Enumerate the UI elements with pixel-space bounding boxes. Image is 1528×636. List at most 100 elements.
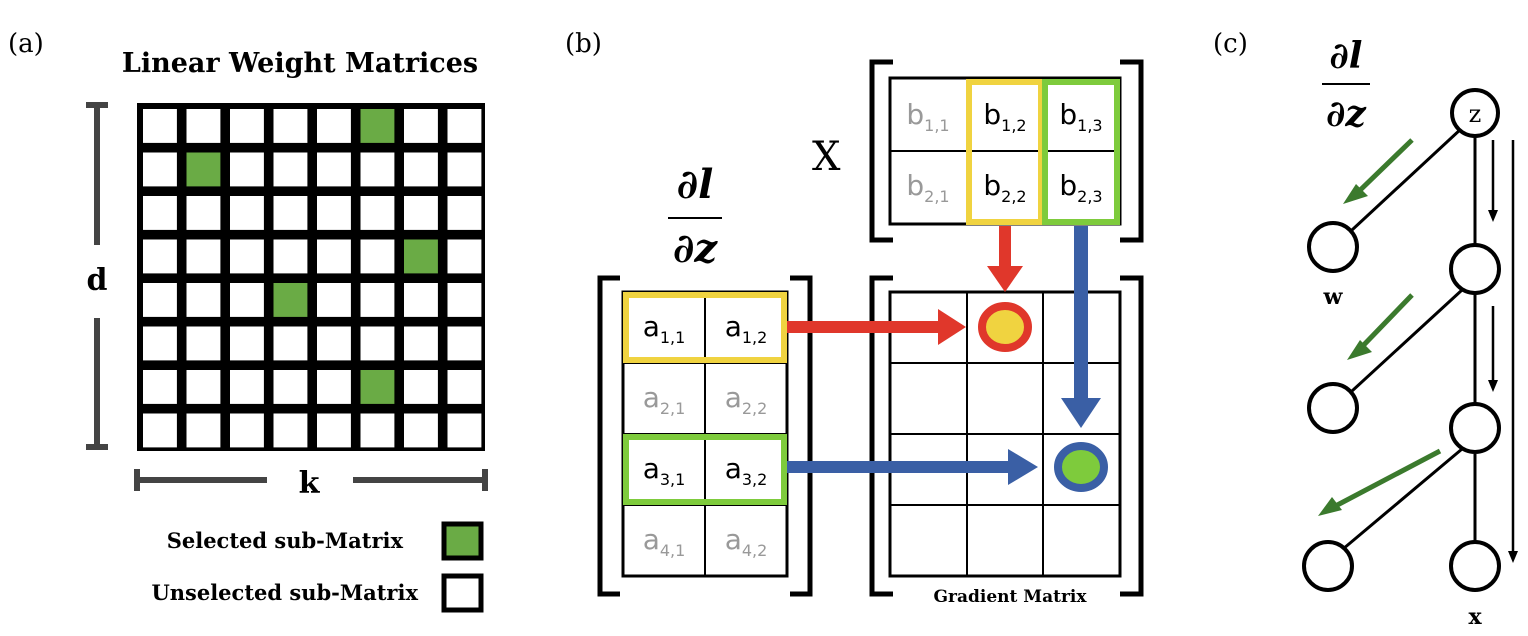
unselected-submatrix-cell [317, 370, 351, 404]
unselected-submatrix-cell [360, 326, 395, 361]
a-matrix: a1,1 a1,2 a2,1 a2,2 a3,1 a3,2 a4,1 a4,2 [621, 290, 789, 578]
dim-d-label: d [87, 263, 108, 298]
unselected-submatrix-cell [317, 109, 351, 143]
a-left-bracket [597, 275, 620, 597]
unselected-submatrix-cell [404, 196, 438, 230]
unselected-submatrix-cell [273, 239, 308, 274]
unselected-submatrix-cell [273, 326, 308, 361]
selected-submatrix-cell [360, 109, 395, 143]
a-row-3-highlight [623, 434, 787, 505]
unselected-submatrix-cell [230, 413, 264, 448]
unselected-submatrix-cell [447, 196, 482, 230]
node-hidden-1 [1449, 243, 1501, 295]
x-left-bracket [869, 59, 893, 243]
node-weight-3 [1302, 540, 1354, 592]
weight-matrix-grid [137, 103, 485, 451]
unselected-submatrix-cell [404, 370, 438, 404]
unselected-submatrix-cell [273, 370, 308, 404]
unselected-submatrix-cell [447, 239, 482, 274]
unselected-submatrix-cell [186, 326, 221, 361]
unselected-submatrix-cell [143, 283, 177, 317]
unselected-submatrix-cell [186, 370, 221, 404]
unselected-submatrix-cell [143, 152, 177, 187]
unselected-submatrix-cell [143, 196, 177, 230]
x-matrix: b1,1 b1,2 b1,3 b2,1 b2,2 b2,3 [888, 76, 1122, 226]
unselected-submatrix-cell [447, 326, 482, 361]
unselected-submatrix-cell [230, 196, 264, 230]
unselected-submatrix-cell [447, 413, 482, 448]
panel-a-label: (a) [8, 29, 44, 59]
result-cell-3-3-marker [1054, 442, 1108, 492]
unselected-submatrix-cell [317, 152, 351, 187]
x-right-bracket [1120, 59, 1144, 243]
x-matrix-cell: b2,1 [906, 169, 949, 206]
unselected-submatrix-cell [447, 370, 482, 404]
x-column-3-highlight [1042, 79, 1120, 225]
panel-b: (b) X ∂l ∂z b1,1 b1,2 b1,3 b2,1 b2,2 b2,3 [565, 29, 1144, 607]
unselected-submatrix-cell [404, 326, 438, 361]
grad-denominator: ∂z [673, 225, 718, 272]
graph-edges [1342, 126, 1477, 551]
unselected-submatrix-cell [317, 413, 351, 448]
grad-numerator: ∂l [677, 161, 714, 208]
node-x-label: x [1468, 604, 1482, 630]
unselected-submatrix-cell [230, 152, 264, 187]
backprop-arrows [1491, 140, 1515, 553]
node-hidden-2 [1449, 402, 1501, 454]
a-matrix-cell: a2,2 [725, 381, 768, 418]
panel-a: (a) Linear Weight Matrices d k Selected … [8, 29, 488, 613]
gradient-matrix-label: Gradient Matrix [933, 587, 1087, 607]
unselected-submatrix-cell [230, 370, 264, 404]
x-column-2-highlight [966, 79, 1044, 225]
node-x [1449, 540, 1501, 592]
unselected-submatrix-cell [186, 109, 221, 143]
panel-c-label: (c) [1213, 29, 1248, 59]
unselected-submatrix-cell [230, 326, 264, 361]
result-cell-1-2-marker [978, 302, 1032, 352]
a-right-bracket [790, 275, 813, 597]
unselected-submatrix-cell [404, 152, 438, 187]
a-matrix-cell: a4,1 [643, 523, 686, 560]
unselected-submatrix-cell [186, 413, 221, 448]
node-w [1307, 221, 1359, 273]
blue-flow-arrows [787, 226, 1101, 485]
unselected-submatrix-cell [273, 109, 308, 143]
selected-submatrix-cell [360, 370, 395, 404]
unselected-submatrix-cell [143, 413, 177, 448]
a-matrix-cell: a1,2 [725, 310, 768, 347]
unselected-submatrix-cell [360, 283, 395, 317]
unselected-submatrix-cell [143, 326, 177, 361]
red-flow-arrows [787, 226, 1023, 345]
grad-right-bracket [1120, 275, 1144, 597]
a-row-1-highlight [623, 292, 787, 363]
unselected-submatrix-cell [360, 196, 395, 230]
unselected-submatrix-cell [404, 413, 438, 448]
unselected-submatrix-cell [360, 152, 395, 187]
a-matrix-cell: a3,1 [643, 452, 686, 489]
unselected-submatrix-cell [317, 283, 351, 317]
unselected-submatrix-cell [143, 109, 177, 143]
selected-submatrix-cell [273, 283, 308, 317]
legend-selected-text: Selected sub-Matrix [167, 528, 404, 553]
node-w-label: w [1323, 284, 1344, 310]
grad-left-bracket [869, 275, 893, 597]
unselected-submatrix-cell [143, 239, 177, 274]
unselected-submatrix-cell [317, 326, 351, 361]
selected-submatrix-cell [404, 239, 438, 274]
legend-selected-swatch [441, 521, 484, 561]
unselected-submatrix-cell [404, 283, 438, 317]
unselected-submatrix-cell [230, 109, 264, 143]
unselected-submatrix-cell [447, 283, 482, 317]
unselected-submatrix-cell [143, 370, 177, 404]
x-matrix-label: X [812, 134, 841, 180]
unselected-submatrix-cell [273, 152, 308, 187]
unselected-submatrix-cell [360, 239, 395, 274]
unselected-submatrix-cell [404, 109, 438, 143]
x-matrix-cell: b1,3 [1059, 98, 1102, 135]
unselected-submatrix-cell [317, 239, 351, 274]
node-z [1450, 88, 1500, 138]
x-matrix-cell: b1,1 [906, 98, 949, 135]
x-matrix-cell: b2,2 [983, 169, 1026, 206]
gradient-flow-arrows [1324, 138, 1442, 514]
